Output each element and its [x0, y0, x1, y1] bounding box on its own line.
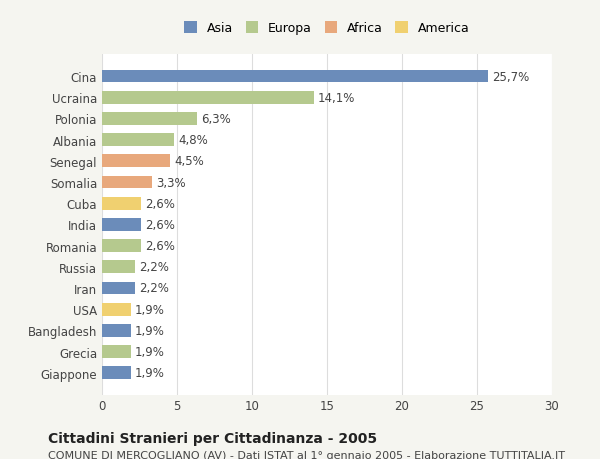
- Bar: [102, 92, 314, 104]
- Bar: [102, 346, 131, 358]
- Text: 2,6%: 2,6%: [146, 240, 175, 252]
- Bar: [102, 282, 135, 295]
- Legend: Asia, Europa, Africa, America: Asia, Europa, Africa, America: [179, 17, 475, 40]
- Text: Cittadini Stranieri per Cittadinanza - 2005: Cittadini Stranieri per Cittadinanza - 2…: [48, 431, 377, 445]
- Text: 1,9%: 1,9%: [135, 324, 165, 337]
- Bar: [102, 367, 131, 379]
- Bar: [102, 113, 197, 125]
- Text: 1,9%: 1,9%: [135, 366, 165, 380]
- Bar: [102, 303, 131, 316]
- Bar: [102, 197, 141, 210]
- Bar: [102, 176, 151, 189]
- Bar: [102, 240, 141, 252]
- Bar: [102, 155, 170, 168]
- Text: 2,2%: 2,2%: [139, 282, 169, 295]
- Text: 25,7%: 25,7%: [492, 70, 529, 84]
- Bar: [102, 261, 135, 274]
- Text: 2,2%: 2,2%: [139, 261, 169, 274]
- Text: 3,3%: 3,3%: [156, 176, 185, 189]
- Bar: [102, 71, 487, 83]
- Text: 2,6%: 2,6%: [146, 218, 175, 231]
- Bar: [102, 325, 131, 337]
- Text: 4,5%: 4,5%: [174, 155, 204, 168]
- Text: 1,9%: 1,9%: [135, 303, 165, 316]
- Text: 6,3%: 6,3%: [201, 112, 231, 126]
- Bar: [102, 218, 141, 231]
- Text: 2,6%: 2,6%: [146, 197, 175, 210]
- Text: 1,9%: 1,9%: [135, 345, 165, 358]
- Text: 14,1%: 14,1%: [318, 91, 355, 105]
- Bar: [102, 134, 174, 147]
- Text: COMUNE DI MERCOGLIANO (AV) - Dati ISTAT al 1° gennaio 2005 - Elaborazione TUTTIT: COMUNE DI MERCOGLIANO (AV) - Dati ISTAT …: [48, 450, 565, 459]
- Text: 4,8%: 4,8%: [179, 134, 208, 147]
